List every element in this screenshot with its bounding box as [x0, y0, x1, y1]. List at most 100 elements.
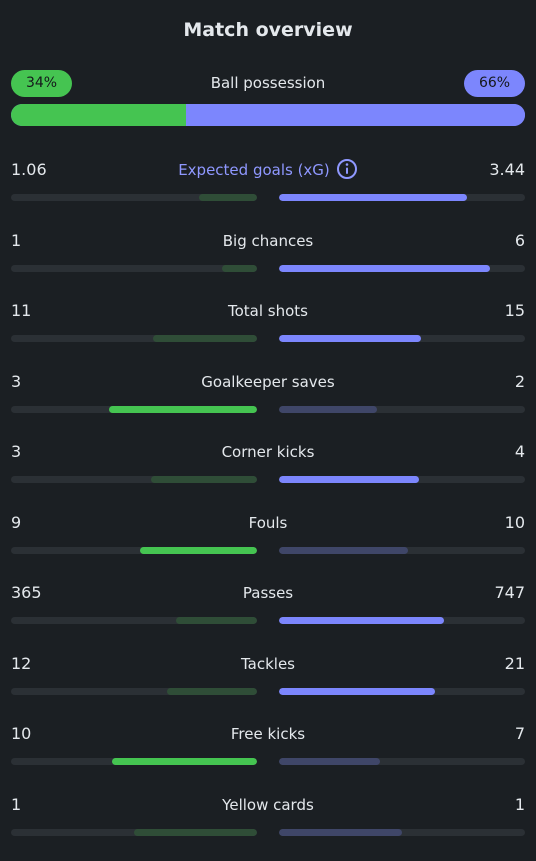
possession-header: Ball possession 34% 66%	[11, 70, 525, 97]
stat-row: Passes 365 747	[11, 579, 525, 650]
stat-bars	[11, 406, 525, 413]
stat-row: Fouls 9 10	[11, 509, 525, 580]
panel-title: Match overview	[0, 19, 536, 41]
stat-bars	[11, 547, 525, 554]
away-stat-bar	[279, 265, 525, 272]
stat-row: Corner kicks 3 4	[11, 438, 525, 509]
stat-name-text: Free kicks	[231, 725, 305, 743]
stat-name: Corner kicks	[11, 438, 525, 466]
stat-name: Yellow cards	[11, 791, 525, 819]
stat-bars	[11, 617, 525, 624]
home-stat-bar	[11, 194, 257, 201]
home-stat-bar	[11, 688, 257, 695]
home-stat-fill	[140, 547, 257, 554]
home-stat-value: 3	[11, 438, 21, 466]
away-stat-value: 10	[505, 509, 525, 537]
stat-head: Corner kicks 3 4	[11, 438, 525, 466]
stat-bars	[11, 476, 525, 483]
home-possession-fill	[11, 104, 186, 126]
stat-bars	[11, 758, 525, 765]
away-stat-fill	[279, 617, 444, 624]
stat-head: Goalkeeper saves 3 2	[11, 368, 525, 396]
stat-name: Total shots	[11, 297, 525, 325]
stat-head: Big chances 1 6	[11, 227, 525, 255]
away-stat-fill	[279, 829, 402, 836]
away-stat-value: 1	[515, 791, 525, 819]
away-stat-bar	[279, 547, 525, 554]
home-stat-fill	[151, 476, 257, 483]
home-stat-value: 9	[11, 509, 21, 537]
stat-name-text: Corner kicks	[222, 443, 315, 461]
stat-row: Big chances 1 6	[11, 227, 525, 298]
away-stat-fill	[279, 476, 419, 483]
stats-list: Expected goals (xG) 1.06 3.44 Big chance…	[11, 156, 525, 861]
home-stat-bar	[11, 406, 257, 413]
home-stat-bar	[11, 829, 257, 836]
away-stat-value: 747	[494, 579, 525, 607]
home-stat-fill	[153, 335, 257, 342]
home-stat-bar	[11, 758, 257, 765]
away-stat-fill	[279, 688, 435, 695]
home-stat-value: 3	[11, 368, 21, 396]
stat-row: Total shots 11 15	[11, 297, 525, 368]
possession-label: Ball possession	[11, 70, 525, 97]
away-stat-value: 7	[515, 720, 525, 748]
away-stat-fill	[279, 406, 377, 413]
stat-name-text: Goalkeeper saves	[201, 373, 334, 391]
home-stat-fill	[167, 688, 257, 695]
away-stat-value: 3.44	[489, 156, 525, 184]
stat-row: Free kicks 10 7	[11, 720, 525, 791]
stat-head: Fouls 9 10	[11, 509, 525, 537]
stat-row: Expected goals (xG) 1.06 3.44	[11, 156, 525, 227]
stat-head: Tackles 12 21	[11, 650, 525, 678]
stat-name: Big chances	[11, 227, 525, 255]
home-stat-fill	[199, 194, 257, 201]
stat-head: Passes 365 747	[11, 579, 525, 607]
home-stat-fill	[109, 406, 257, 413]
away-stat-value: 2	[515, 368, 525, 396]
stat-head: Total shots 11 15	[11, 297, 525, 325]
stat-name: Tackles	[11, 650, 525, 678]
away-stat-bar	[279, 758, 525, 765]
away-stat-value: 6	[515, 227, 525, 255]
stat-name-text: Fouls	[249, 514, 288, 532]
stat-name-text: Yellow cards	[222, 796, 314, 814]
home-stat-value: 12	[11, 650, 31, 678]
away-possession-badge: 66%	[464, 70, 525, 97]
away-stat-bar	[279, 406, 525, 413]
stat-bars	[11, 688, 525, 695]
home-stat-bar	[11, 476, 257, 483]
home-stat-value: 1.06	[11, 156, 47, 184]
away-stat-bar	[279, 476, 525, 483]
stat-row: Tackles 12 21	[11, 650, 525, 721]
home-stat-value: 365	[11, 579, 42, 607]
home-stat-bar	[11, 335, 257, 342]
info-icon[interactable]	[336, 158, 358, 180]
away-stat-bar	[279, 688, 525, 695]
stat-name: Expected goals (xG)	[11, 156, 525, 184]
stat-bars	[11, 194, 525, 201]
away-stat-bar	[279, 194, 525, 201]
stat-bars	[11, 335, 525, 342]
away-stat-bar	[279, 335, 525, 342]
away-stat-fill	[279, 194, 467, 201]
stat-name-text: Tackles	[241, 655, 295, 673]
away-possession-fill	[186, 104, 525, 126]
stat-bars	[11, 829, 525, 836]
home-stat-value: 10	[11, 720, 31, 748]
home-stat-value: 11	[11, 297, 31, 325]
home-possession-badge: 34%	[11, 70, 72, 97]
away-stat-fill	[279, 335, 421, 342]
stat-name: Passes	[11, 579, 525, 607]
away-stat-fill	[279, 758, 380, 765]
away-stat-fill	[279, 265, 490, 272]
away-stat-value: 21	[505, 650, 525, 678]
away-stat-bar	[279, 617, 525, 624]
home-stat-fill	[222, 265, 257, 272]
stat-name-text: Expected goals (xG)	[178, 161, 330, 179]
stat-name-text: Big chances	[223, 232, 314, 250]
stat-head: Expected goals (xG) 1.06 3.44	[11, 156, 525, 184]
stat-row: Yellow cards 1 1	[11, 791, 525, 861]
home-stat-value: 1	[11, 791, 21, 819]
home-stat-bar	[11, 617, 257, 624]
